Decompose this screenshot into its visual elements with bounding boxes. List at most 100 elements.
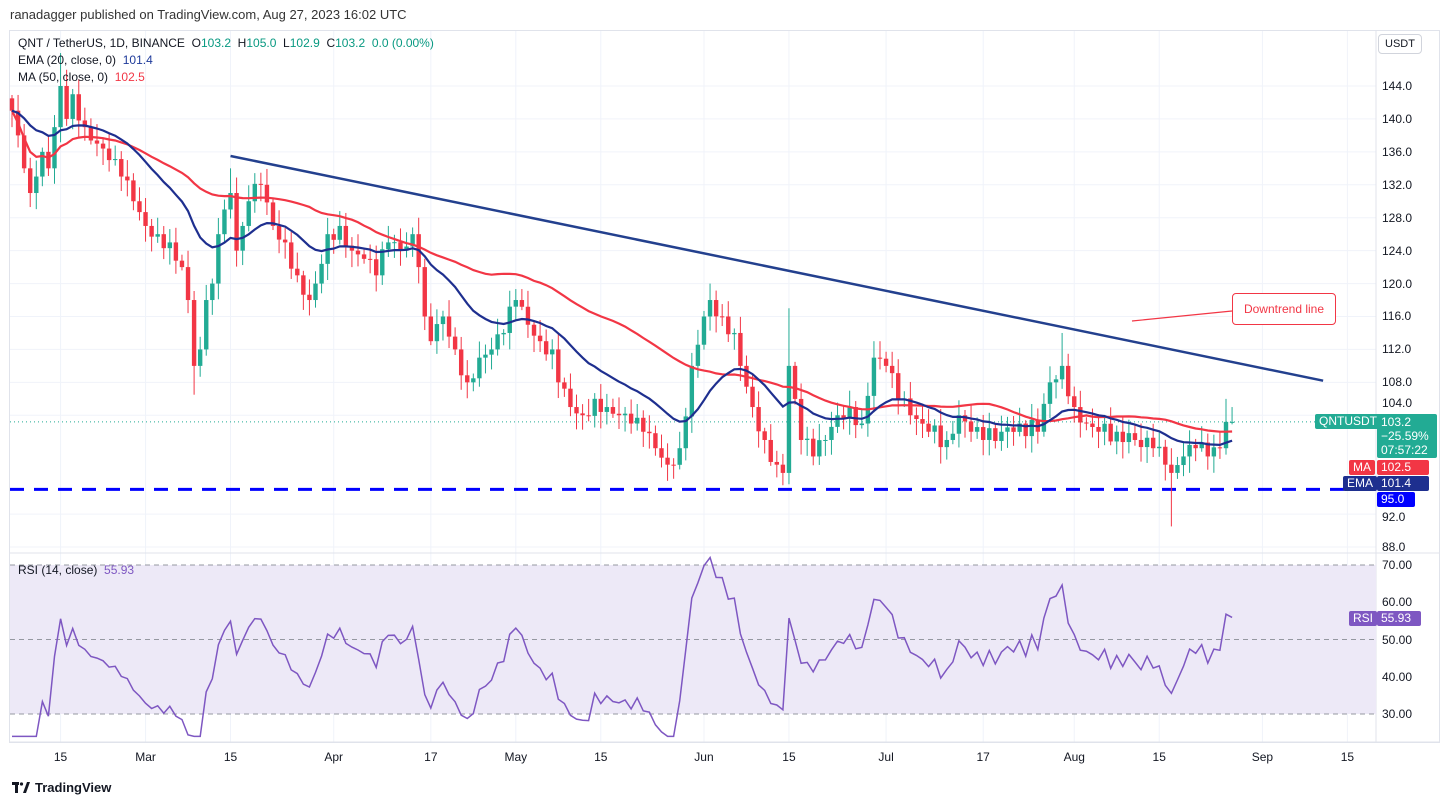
- rsi-line: [12, 555, 1233, 738]
- candle-body: [1223, 421, 1229, 449]
- candle-body: [701, 316, 707, 345]
- candle-body: [883, 358, 889, 366]
- candle-body: [719, 316, 725, 318]
- date-tick: May: [504, 750, 528, 764]
- rsi-legend: RSI (14, close) 55.93: [18, 563, 134, 577]
- downtrend-annotation[interactable]: Downtrend line: [1232, 293, 1336, 325]
- candle-body: [179, 260, 185, 268]
- candle-body: [301, 275, 306, 295]
- candle-body: [829, 426, 834, 440]
- rsi-tick: 70.00: [1382, 558, 1413, 572]
- candle-body: [1072, 396, 1077, 408]
- candle-body: [598, 398, 603, 412]
- candle-body: [756, 407, 761, 432]
- candle-body: [847, 407, 852, 419]
- candle-body: [70, 94, 75, 119]
- candle-body: [556, 349, 561, 383]
- candle-body: [1120, 431, 1126, 443]
- candle-body: [452, 336, 458, 350]
- candle-body: [677, 448, 682, 465]
- candle-body: [1132, 433, 1138, 440]
- candle-body: [1005, 427, 1010, 432]
- candle-body: [580, 413, 585, 416]
- candle-body: [550, 349, 555, 355]
- candle-body: [628, 413, 634, 424]
- date-tick: 17: [976, 750, 990, 764]
- tradingview-logo[interactable]: TradingView: [12, 780, 111, 795]
- candle-body: [1169, 464, 1174, 473]
- candle-body: [1059, 365, 1065, 380]
- candle-body: [465, 375, 470, 383]
- close-value: 103.2: [335, 36, 366, 50]
- candle-body: [853, 407, 858, 426]
- candle-body: [161, 234, 166, 249]
- candle-body: [525, 306, 531, 325]
- rsi-price-tag: 55.93: [1377, 611, 1421, 626]
- candle-body: [1175, 465, 1180, 473]
- tradingview-logo-icon: [12, 781, 30, 793]
- rsi-tick: 30.00: [1382, 707, 1413, 721]
- price-tick: 132.0: [1382, 177, 1413, 192]
- candle-body: [1023, 423, 1028, 437]
- symbol-title[interactable]: QNT / TetherUS, 1D, BINANCE: [18, 36, 185, 50]
- ema-tag: EMA: [1343, 476, 1378, 491]
- rsi-legend-label[interactable]: RSI (14, close): [18, 563, 98, 577]
- ma-legend-label[interactable]: MA (50, close, 0): [18, 70, 109, 84]
- candle-body: [458, 349, 464, 376]
- candle-body: [88, 127, 94, 141]
- candle-body: [932, 425, 937, 432]
- date-tick: 15: [53, 750, 68, 764]
- change-value: 0.0 (0.00%): [371, 36, 434, 50]
- candle-body: [999, 431, 1004, 441]
- candle-body: [1150, 437, 1156, 449]
- candle-body: [125, 176, 130, 181]
- close-label: C: [326, 36, 336, 50]
- ema-price-tag: 101.4: [1377, 476, 1429, 491]
- publisher-line: ranadagger published on TradingView.com,…: [10, 7, 407, 22]
- ma-legend-value: 102.5: [114, 70, 145, 84]
- last-price: 103.2: [1381, 415, 1412, 429]
- candle-body: [659, 448, 664, 458]
- candle-body: [446, 316, 452, 337]
- candle-body: [1138, 439, 1144, 448]
- candle-body: [483, 354, 488, 358]
- date-tick: 15: [223, 750, 238, 764]
- candle-body: [604, 407, 610, 412]
- candle-body: [610, 407, 616, 414]
- candle-body: [993, 428, 998, 441]
- candle-body: [501, 332, 506, 335]
- candle-body: [726, 316, 731, 335]
- candle-body: [938, 425, 943, 448]
- candle-body: [1157, 446, 1162, 449]
- candle-body: [386, 242, 391, 250]
- rsi-tick: 50.00: [1382, 632, 1413, 647]
- candle-body: [1229, 421, 1235, 423]
- candle-body: [859, 423, 864, 426]
- candle-body: [246, 201, 251, 226]
- candle-body: [889, 365, 895, 374]
- candle-body: [289, 242, 294, 269]
- candle-body: [489, 349, 494, 355]
- candle-body: [307, 294, 312, 301]
- candle-body: [355, 250, 361, 255]
- candle-body: [1181, 456, 1186, 466]
- candle-body: [707, 300, 713, 317]
- date-tick: Jul: [878, 750, 894, 764]
- candle-body: [434, 324, 440, 342]
- price-tick: 128.0: [1382, 210, 1413, 225]
- candle-body: [1084, 422, 1089, 424]
- currency-selector[interactable]: USDT: [1378, 34, 1422, 54]
- candle-body: [908, 398, 913, 416]
- candle-body: [137, 201, 142, 213]
- candle-body: [568, 388, 573, 408]
- ma-price-tag: 102.5: [1377, 460, 1429, 475]
- candle-body: [647, 431, 652, 434]
- candle-body: [823, 439, 828, 441]
- ema-legend-label[interactable]: EMA (20, close, 0): [18, 53, 117, 67]
- candle-body: [264, 184, 270, 203]
- candle-body: [349, 245, 355, 251]
- candle-body: [531, 324, 537, 336]
- candle-body: [276, 225, 282, 240]
- tradingview-logo-text: TradingView: [35, 780, 112, 795]
